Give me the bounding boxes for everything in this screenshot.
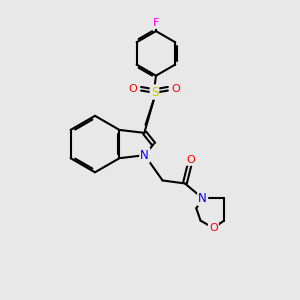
Text: N: N (198, 192, 207, 205)
Text: O: O (209, 223, 218, 233)
Text: O: O (172, 84, 181, 94)
Text: N: N (140, 149, 149, 162)
Text: S: S (151, 85, 158, 98)
Text: O: O (186, 155, 195, 165)
Text: O: O (128, 84, 137, 94)
Text: F: F (153, 18, 159, 28)
